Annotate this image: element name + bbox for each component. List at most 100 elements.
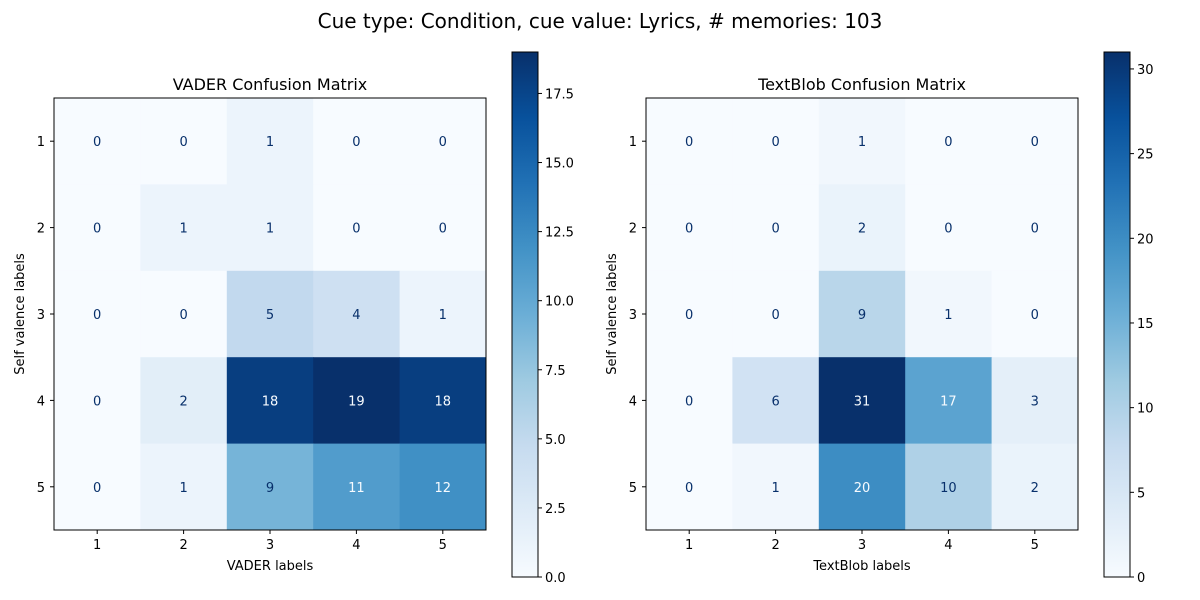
cell-value-label: 2: [1031, 481, 1039, 496]
y-tick-label: 3: [37, 308, 45, 323]
cell-value-label: 0: [685, 135, 693, 150]
heatmap-cell: [732, 270, 820, 358]
cell-value-label: 0: [352, 135, 360, 150]
colorbar: [511, 51, 539, 578]
heatmap-cell: [732, 184, 820, 272]
cell-value-label: 0: [1031, 222, 1039, 237]
heatmap-cell: [905, 98, 993, 185]
y-tick-label: 5: [629, 481, 637, 496]
y-tick-label: 2: [37, 222, 45, 237]
heatmap-cell: [140, 98, 228, 185]
cell-value-label: 19: [348, 394, 365, 409]
heatmap-cell: [313, 184, 401, 272]
heatmap-cell: [226, 184, 314, 272]
panel-title: VADER Confusion Matrix: [173, 75, 368, 94]
heatmap-cell: [905, 443, 993, 531]
heatmap-cell: [646, 98, 733, 185]
heatmap-cell: [226, 443, 314, 531]
y-tick-label: 2: [629, 222, 637, 237]
heatmap-cell: [399, 270, 487, 358]
cell-value-label: 0: [93, 481, 101, 496]
cell-value-label: 18: [262, 394, 279, 409]
cell-value-label: 2: [179, 394, 187, 409]
y-axis-label: Self valence labels: [13, 253, 28, 375]
colorbar-tick-label: 10: [1137, 402, 1154, 417]
colorbar-tick-label: 30: [1137, 63, 1154, 78]
heatmap-cell: [399, 184, 487, 272]
y-tick-label: 1: [37, 135, 45, 150]
x-tick-label: 2: [771, 538, 779, 553]
cell-value-label: 1: [179, 481, 187, 496]
colorbar-tick-label: 17.5: [545, 87, 574, 102]
y-tick-label: 4: [37, 394, 45, 409]
x-tick-label: 5: [1031, 538, 1039, 553]
x-tick-label: 4: [944, 538, 952, 553]
colorbar-tick-label: 7.5: [545, 364, 566, 379]
cell-value-label: 12: [435, 481, 452, 496]
heatmap-cell: [54, 357, 141, 445]
y-tick-label: 3: [629, 308, 637, 323]
colorbar-tick-label: 15: [1137, 317, 1154, 332]
x-tick-label: 5: [439, 538, 447, 553]
heatmap-cell: [991, 184, 1079, 272]
heatmap-cell: [646, 270, 733, 358]
cell-value-label: 3: [1031, 394, 1039, 409]
cell-value-label: 4: [352, 308, 360, 323]
x-tick-label: 2: [179, 538, 187, 553]
colorbar-tick-label: 25: [1137, 148, 1154, 163]
cell-value-label: 0: [93, 308, 101, 323]
y-axis-label: Self valence labels: [605, 253, 620, 375]
cell-value-label: 1: [944, 308, 952, 323]
cell-value-label: 1: [858, 135, 866, 150]
cell-value-label: 0: [1031, 135, 1039, 150]
cell-value-label: 0: [179, 135, 187, 150]
colorbar-tick-label: 2.5: [545, 502, 566, 517]
x-tick-label: 3: [858, 538, 866, 553]
colorbar-tick-label: 0.0: [545, 571, 566, 586]
cell-value-label: 1: [439, 308, 447, 323]
heatmap-cell: [732, 98, 820, 185]
heatmap-cell: [54, 184, 141, 272]
cell-value-label: 10: [940, 481, 957, 496]
heatmap-cell: [140, 443, 228, 531]
heatmap-cell: [313, 443, 401, 531]
y-tick-label: 4: [629, 394, 637, 409]
cell-value-label: 0: [93, 222, 101, 237]
heatmap-cell: [399, 357, 487, 445]
colorbar-tick-label: 20: [1137, 232, 1154, 247]
cell-value-label: 0: [771, 222, 779, 237]
heatmap-cell: [732, 357, 820, 445]
cell-value-label: 0: [1031, 308, 1039, 323]
cell-value-label: 0: [352, 222, 360, 237]
cell-value-label: 0: [944, 222, 952, 237]
heatmap-cell: [226, 270, 314, 358]
colorbar-tick-label: 10.0: [545, 295, 574, 310]
cell-value-label: 5: [266, 308, 274, 323]
heatmap-cell: [399, 98, 487, 185]
cell-value-label: 0: [685, 481, 693, 496]
heatmap-cell: [991, 357, 1079, 445]
colorbar-tick-label: 5: [1137, 486, 1145, 501]
x-tick-label: 3: [266, 538, 274, 553]
x-tick-label: 4: [352, 538, 360, 553]
heatmap-cell: [226, 98, 314, 185]
colorbar-tick-label: 12.5: [545, 226, 574, 241]
heatmap-cell: [732, 443, 820, 531]
cell-value-label: 1: [266, 222, 274, 237]
heatmap-cell: [991, 443, 1079, 531]
x-tick-label: 1: [93, 538, 101, 553]
cell-value-label: 9: [858, 308, 866, 323]
heatmap-cell: [313, 98, 401, 185]
cell-value-label: 17: [940, 394, 957, 409]
x-axis-label: VADER labels: [227, 559, 314, 574]
y-tick-label: 1: [629, 135, 637, 150]
heatmap-cell: [818, 98, 906, 185]
cell-value-label: 18: [435, 394, 452, 409]
cell-value-label: 0: [179, 308, 187, 323]
cell-value-label: 31: [854, 394, 871, 409]
cell-value-label: 0: [685, 308, 693, 323]
heatmap-cell: [140, 357, 228, 445]
heatmap-cell: [818, 184, 906, 272]
